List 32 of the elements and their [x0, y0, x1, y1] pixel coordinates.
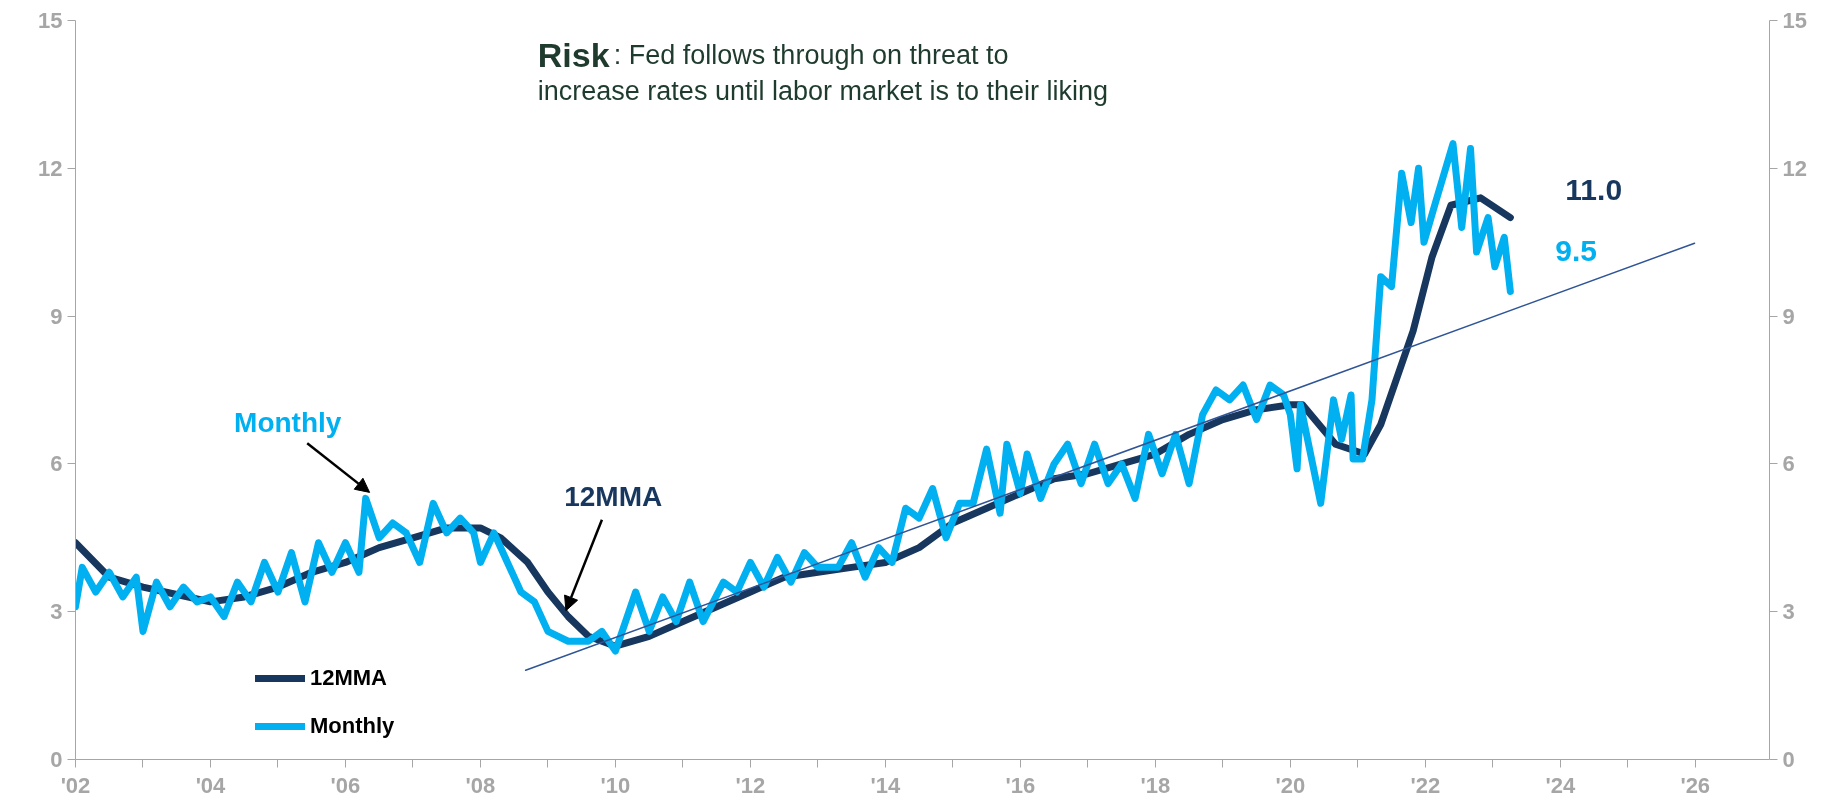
y-tick-label: 0 — [50, 747, 63, 772]
y2-tick-label: 3 — [1782, 599, 1795, 625]
annotation: 11.0 — [1565, 172, 1623, 206]
y-tick-label: 6 — [50, 451, 63, 477]
x-tick-label: '06 — [330, 772, 361, 798]
y2-tick-label: 0 — [1782, 747, 1795, 772]
x-tick-label: '14 — [870, 772, 901, 798]
x-tick-label: '12 — [735, 772, 766, 798]
x-tick-label: '10 — [600, 772, 631, 798]
y-tick-label: 12 — [38, 155, 63, 181]
y2-tick-label: 6 — [1782, 451, 1795, 477]
x-tick-label: '16 — [1005, 772, 1036, 798]
y-tick-label: 9 — [50, 303, 63, 329]
y-tick-label: 15 — [38, 8, 63, 33]
x-tick-label: '24 — [1545, 772, 1576, 798]
legend-label: Monthly — [310, 713, 395, 739]
y2-tick-label: 15 — [1782, 8, 1807, 33]
legend-label: 12MMA — [310, 665, 388, 691]
y2-tick-label: 12 — [1782, 155, 1807, 181]
annotation: 12MMA — [564, 481, 663, 513]
x-tick-label: '26 — [1680, 772, 1711, 798]
x-tick-label: '02 — [60, 772, 91, 798]
x-tick-label: '04 — [195, 772, 227, 798]
x-tick-label: '18 — [1140, 772, 1171, 798]
y2-tick-label: 9 — [1782, 303, 1795, 329]
x-tick-label: '22 — [1410, 772, 1441, 798]
y-tick-label: 3 — [50, 599, 63, 625]
x-tick-label: '08 — [465, 772, 496, 798]
annotation: Risk: Fed follows through on threat to increase rates until labor market is to their liking — [537, 35, 1109, 106]
annotation: Monthly — [234, 406, 342, 438]
annotation: 9.5 — [1555, 234, 1598, 268]
x-tick-label: '20 — [1275, 772, 1306, 798]
